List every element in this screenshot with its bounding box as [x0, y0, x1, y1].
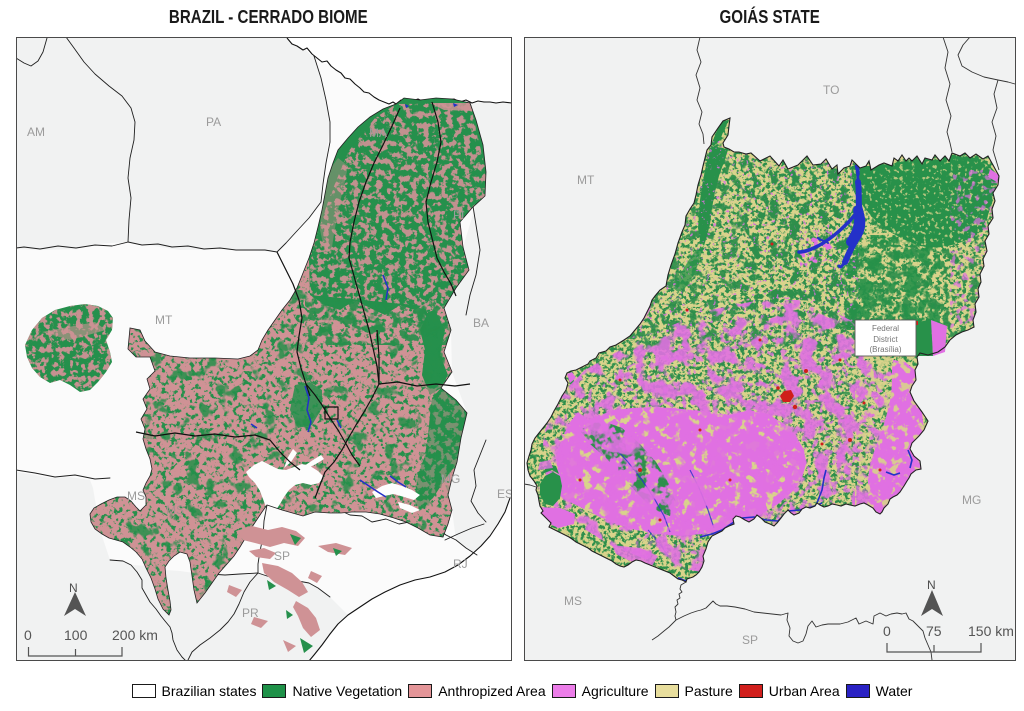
svg-text:AM: AM [27, 125, 45, 139]
svg-text:N: N [69, 581, 78, 595]
svg-text:MT: MT [155, 313, 173, 327]
svg-text:MS: MS [166, 503, 184, 517]
svg-text:MG: MG [962, 493, 981, 507]
svg-text:100: 100 [64, 627, 88, 643]
svg-text:0: 0 [24, 627, 32, 643]
svg-text:RJ: RJ [453, 557, 468, 571]
svg-text:MS: MS [564, 594, 582, 608]
svg-text:MT: MT [577, 173, 595, 187]
svg-text:N: N [927, 578, 936, 592]
svg-text:MG: MG [441, 472, 460, 486]
svg-text:Federal: Federal [872, 324, 899, 333]
svg-text:PI: PI [453, 208, 464, 222]
svg-text:75: 75 [926, 623, 942, 639]
svg-text:(Brasília): (Brasília) [869, 345, 901, 354]
svg-text:BA: BA [473, 316, 489, 330]
svg-text:District: District [873, 335, 898, 344]
svg-text:150 km: 150 km [968, 623, 1014, 639]
svg-text:PR: PR [242, 606, 259, 620]
svg-text:SP: SP [274, 549, 290, 563]
svg-text:TO: TO [823, 83, 839, 97]
svg-text:MS: MS [127, 489, 145, 503]
svg-text:200 km: 200 km [112, 627, 158, 643]
svg-text:ES: ES [497, 487, 512, 501]
svg-text:0: 0 [883, 623, 891, 639]
svg-text:SP: SP [742, 633, 758, 647]
svg-text:PA: PA [206, 115, 221, 129]
svg-text:MA: MA [369, 126, 387, 140]
